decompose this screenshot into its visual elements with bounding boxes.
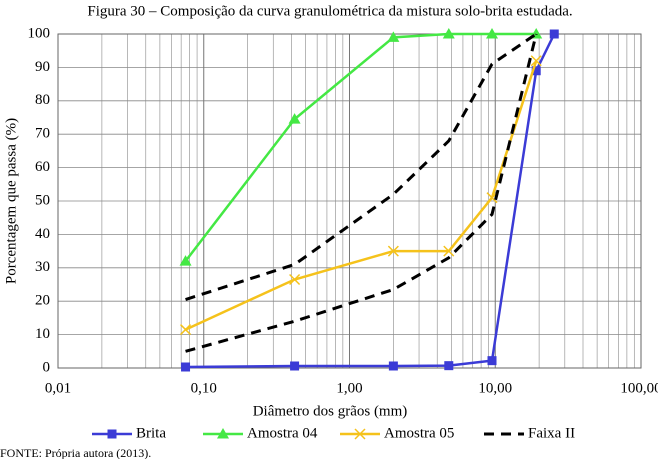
y-tick-label: 50	[35, 192, 50, 208]
marker	[549, 29, 559, 39]
marker	[387, 245, 399, 257]
y-tick-label: 80	[35, 92, 50, 108]
marker	[442, 28, 455, 39]
marker	[487, 356, 497, 366]
x-tick-label: 0,01	[45, 380, 71, 396]
legend-marker	[217, 428, 229, 439]
y-tick-label: 20	[35, 293, 50, 309]
y-tick-label: 70	[35, 126, 50, 142]
marker	[289, 273, 301, 286]
y-tick-label: 40	[35, 226, 50, 242]
marker	[531, 66, 541, 76]
series-line	[185, 33, 538, 353]
marker	[530, 55, 542, 67]
legend-label: Amostra 05	[384, 425, 454, 441]
x-tick-label: 0,10	[191, 380, 217, 396]
marker	[486, 192, 498, 204]
y-tick-label: 30	[35, 259, 50, 275]
marker	[288, 113, 301, 124]
y-tick-label: 10	[35, 326, 50, 342]
marker	[180, 324, 192, 336]
series-line	[185, 32, 538, 301]
legend-label: Brita	[136, 425, 166, 441]
y-tick-label: 90	[35, 59, 50, 75]
marker	[388, 361, 398, 371]
marker	[181, 362, 191, 372]
source: FONTE: Própria autora (2013).	[0, 446, 151, 459]
plot-border	[57, 33, 642, 369]
marker	[486, 28, 499, 39]
marker	[387, 31, 400, 42]
y-axis-label: Porcentagem que passa (%)	[3, 118, 19, 284]
series-line	[185, 33, 556, 369]
marker	[290, 361, 300, 371]
series-line	[185, 60, 538, 331]
legend-marker	[354, 428, 366, 440]
marker	[444, 361, 454, 371]
marker	[179, 255, 192, 266]
x-tick-label: 100,00	[620, 380, 658, 396]
chart-title: Figura 30 – Composição da curva granulom…	[87, 3, 572, 19]
legend-label: Faixa II	[528, 425, 575, 441]
y-tick-label: 0	[43, 359, 51, 375]
series-line	[184, 32, 537, 262]
x-axis-label: Diâmetro dos grãos (mm)	[253, 403, 408, 419]
y-tick-label: 60	[35, 159, 50, 175]
legend-marker	[107, 429, 117, 439]
x-tick-label: 10,00	[478, 380, 512, 396]
legend-label: Amostra 04	[247, 425, 318, 441]
marker	[443, 245, 455, 257]
x-tick-label: 1,00	[336, 380, 362, 396]
y-tick-label: 100	[28, 25, 51, 41]
